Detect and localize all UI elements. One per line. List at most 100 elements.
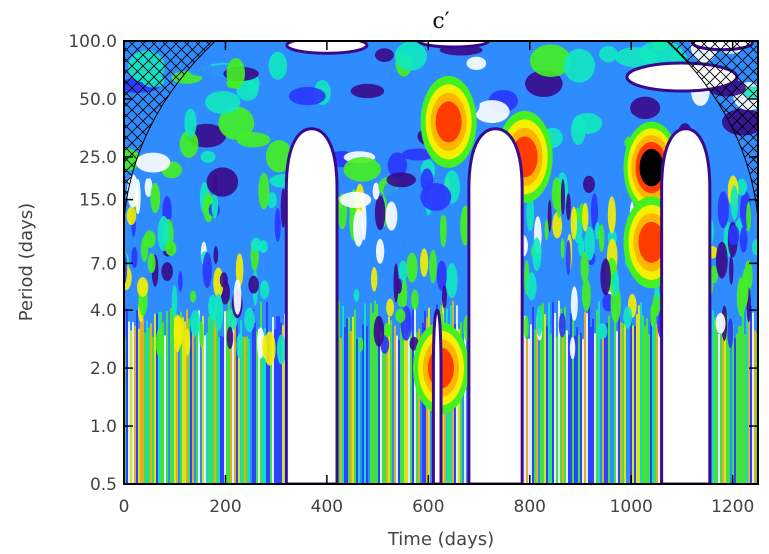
heatmap-cell [590, 193, 599, 231]
heatmap-stripe [538, 315, 540, 484]
coi-left [124, 41, 217, 219]
heatmap-cell [280, 188, 286, 228]
heatmap-stripe [210, 303, 212, 484]
heatmap-stripe [622, 323, 624, 484]
heatmap-cell [236, 132, 271, 148]
heatmap-stripe [554, 313, 556, 484]
heatmap-stripe [594, 333, 596, 484]
heatmap-cell [200, 150, 216, 163]
heatmap-stripe [746, 309, 748, 484]
heatmap-cell [751, 239, 758, 256]
heatmap-stripe [632, 325, 634, 484]
heatmap-stripe [584, 311, 586, 484]
heatmap-cell [612, 271, 620, 296]
heatmap-stripe [576, 327, 578, 484]
heatmap-cell [540, 111, 573, 133]
heatmap-stripe [546, 325, 548, 484]
heatmap-cell [173, 314, 182, 353]
heatmap-cell [730, 185, 739, 220]
heatmap-cell [584, 226, 595, 261]
heatmap-stripe [636, 314, 638, 484]
heatmap-cell [140, 236, 149, 262]
heatmap-stripe [180, 311, 182, 484]
heatmap-cell [439, 211, 447, 248]
heatmap-cell [526, 195, 535, 232]
heatmap-stripe [192, 320, 194, 484]
heatmap-cell [401, 148, 434, 161]
heatmap-cell [524, 70, 563, 98]
heatmap-cell [387, 152, 408, 178]
heatmap-stripe [362, 324, 364, 484]
plot-area [124, 41, 758, 484]
heatmap-cell [736, 178, 747, 196]
heatmap-cell [190, 309, 201, 337]
plot-frame [123, 40, 759, 485]
heatmap-cell [466, 56, 487, 71]
heatmap-stripe [726, 315, 728, 484]
heatmap-stripe [150, 323, 152, 484]
heatmap-stripe [214, 306, 216, 484]
heatmap-cell [179, 130, 199, 158]
heatmap-cell [288, 86, 326, 106]
heatmap-cell [199, 321, 204, 348]
heatmap-stripe [390, 320, 392, 484]
heatmap-cell [206, 167, 239, 197]
heatmap-stripe [410, 331, 412, 484]
heatmap-stripe [528, 338, 530, 484]
heatmap-cell [213, 293, 224, 332]
heatmap-stripe [348, 317, 350, 484]
heatmap-stripe [212, 309, 214, 484]
heatmap-stripe [754, 330, 756, 484]
heatmap-stripe [534, 329, 536, 484]
heatmap-cell [144, 177, 153, 198]
heatmap-cell [276, 334, 286, 365]
heatmap-stripe [178, 306, 180, 484]
heatmap-cell [339, 191, 372, 208]
heatmap-stripe [360, 305, 362, 484]
heatmap-stripe [258, 328, 260, 484]
heatmap-cell [266, 192, 277, 209]
heatmap-stripe [398, 339, 400, 484]
heatmap-stripe [368, 319, 370, 484]
heatmap-cell [374, 48, 394, 63]
heatmap-stripe [612, 315, 614, 484]
heatmap-stripe [402, 339, 404, 484]
heatmap-stripe [416, 332, 418, 484]
heatmap-stripe [246, 336, 248, 484]
heatmap-stripe [272, 317, 274, 484]
heatmap-stripe [606, 322, 608, 484]
heatmap-stripe [716, 322, 718, 484]
heatmap-cell [165, 240, 177, 257]
heatmap-stripe [366, 326, 368, 484]
heatmap-stripe [208, 316, 210, 484]
heatmap-stripe [184, 321, 186, 484]
heatmap-stripe [198, 310, 200, 484]
heatmap-stripe [204, 335, 206, 484]
data-gap-1 [431, 308, 443, 484]
heatmap-cell [383, 182, 397, 201]
heatmap-stripe [530, 324, 532, 484]
heatmap-cell [244, 307, 255, 333]
y-tick-label: 2.0 [90, 359, 117, 379]
heatmap-stripe [556, 336, 558, 484]
heatmap-stripe [420, 318, 422, 484]
power-peak-3-level-3 [638, 221, 665, 263]
x-tick-label: 800 [514, 497, 546, 517]
y-tick-label: 15.0 [79, 191, 117, 211]
heatmap-cell [474, 100, 510, 124]
heatmap-stripe [656, 323, 658, 484]
heatmap-stripe [278, 316, 280, 484]
heatmap-stripe [572, 312, 574, 484]
heatmap-stripe [558, 300, 560, 484]
heatmap-stripe [732, 325, 734, 484]
heatmap-stripe [646, 318, 648, 484]
heatmap-stripe [604, 332, 606, 484]
heatmap-cell [353, 209, 365, 247]
heatmap-stripe [234, 309, 236, 484]
heatmap-cell [581, 278, 591, 312]
heatmap-cell [727, 318, 734, 349]
heatmap-stripe [598, 301, 600, 484]
x-axis-label: Time (days) [387, 529, 494, 550]
heatmap-stripe [140, 302, 142, 484]
heatmap-stripe [724, 311, 726, 484]
